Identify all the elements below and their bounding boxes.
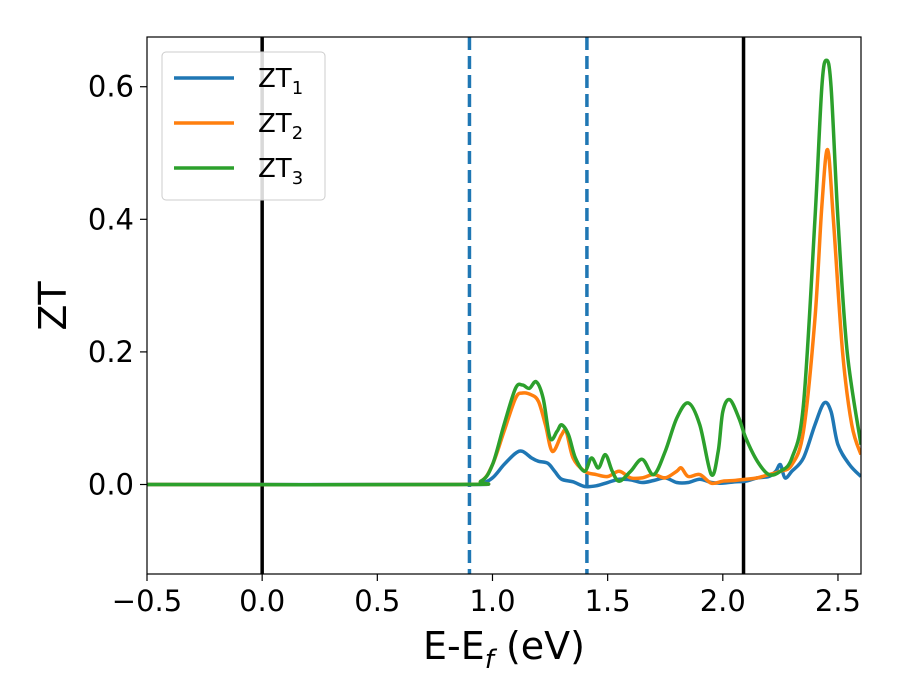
- series-line-zt2: [147, 147, 861, 487]
- plot-frame: [146, 36, 862, 575]
- x-axis: −0.5 0.0 0.5 1.0 1.5 2.0 2.5: [112, 574, 861, 618]
- legend: ZT1 ZT2 ZT3: [161, 51, 326, 201]
- y-axis: 0.0 0.2 0.4 0.6: [88, 70, 147, 502]
- x-axis-label-unit: (eV): [494, 624, 585, 668]
- x-tick-label: 1.0: [469, 584, 515, 618]
- legend-label-2: ZT2: [258, 109, 303, 144]
- series-line-zt3: [147, 58, 861, 487]
- x-axis-label: E-Ef (eV): [423, 624, 585, 675]
- x-tick-label: 2.5: [815, 584, 861, 618]
- y-tick-label: 0.6: [88, 70, 134, 104]
- x-tick-label: 2.0: [700, 584, 746, 618]
- x-axis-label-main: E-E: [423, 624, 485, 668]
- legend-label-3: ZT3: [258, 154, 303, 189]
- x-tick-label: 0.5: [354, 584, 400, 618]
- series-line-zt1: [147, 400, 861, 489]
- legend-label-1: ZT1: [258, 64, 303, 99]
- series-layer: [147, 58, 861, 489]
- legend-box: [161, 51, 326, 201]
- y-tick-label: 0.2: [88, 335, 134, 369]
- y-axis-label: ZT: [31, 281, 75, 331]
- x-tick-label: −0.5: [112, 584, 182, 618]
- reference-lines: [260, 37, 746, 574]
- x-tick-label: 1.5: [585, 584, 631, 618]
- x-tick-label: 0.0: [239, 584, 285, 618]
- y-tick-label: 0.0: [88, 468, 134, 502]
- y-tick-label: 0.4: [88, 202, 134, 236]
